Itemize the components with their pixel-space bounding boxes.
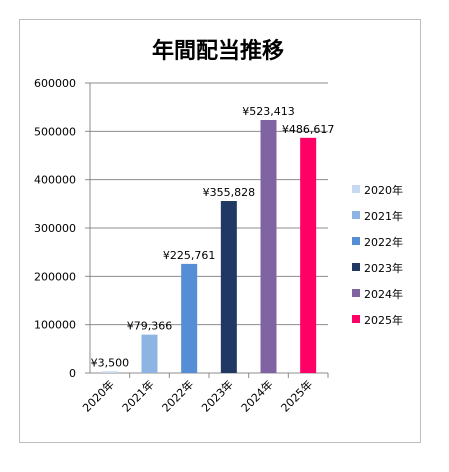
x-tick-label: 2024年 xyxy=(238,377,275,414)
data-label: ¥355,828 xyxy=(203,186,256,199)
y-tick-label: 100000 xyxy=(34,319,76,332)
legend-label: 2024年 xyxy=(364,287,403,301)
y-tick-label: 400000 xyxy=(34,174,76,187)
legend-swatch xyxy=(352,315,360,323)
y-tick-label: 200000 xyxy=(34,270,76,283)
data-label: ¥523,413 xyxy=(242,105,295,118)
legend-label: 2021年 xyxy=(364,209,403,223)
grid-lines xyxy=(90,82,328,326)
data-label: ¥79,366 xyxy=(127,320,173,333)
data-labels: ¥3,500 ¥79,366 ¥225,761 ¥355,828 ¥523,413 ¥48… xyxy=(91,105,335,369)
legend-label: 2023年 xyxy=(364,261,403,275)
x-tick-label: 2020年 xyxy=(79,377,116,414)
legend: 2020年 2021年 2022年 2023年 2024年 2025年 xyxy=(352,183,403,327)
legend-swatch xyxy=(352,211,360,219)
legend-swatch xyxy=(352,237,360,245)
legend-label: 2025年 xyxy=(364,313,403,327)
bars xyxy=(101,120,317,373)
bar-2021年 xyxy=(141,334,158,373)
data-label: ¥225,761 xyxy=(163,249,216,262)
bar-2023年 xyxy=(220,201,237,373)
bar-2025年 xyxy=(300,137,317,373)
legend-label: 2022年 xyxy=(364,235,403,249)
y-tick-label: 500000 xyxy=(34,125,76,138)
x-axis-ticks: 2020年 2021年 2022年 2023年 2024年 2025年 xyxy=(79,377,315,414)
axes xyxy=(85,82,329,378)
x-tick-label: 2025年 xyxy=(278,377,315,414)
chart-frame xyxy=(19,19,421,443)
legend-swatch xyxy=(352,289,360,297)
y-tick-label: 0 xyxy=(69,367,76,380)
legend-swatch xyxy=(352,263,360,271)
legend-label: 2020年 xyxy=(364,183,403,197)
chart-title: 年間配当推移 xyxy=(152,38,284,64)
bar-2024年 xyxy=(260,120,277,373)
x-tick-label: 2022年 xyxy=(159,377,196,414)
legend-swatch xyxy=(352,185,360,193)
y-axis-ticks: 0 100000 200000 300000 400000 500000 600000 xyxy=(34,77,76,380)
y-tick-label: 600000 xyxy=(34,77,76,90)
data-label: ¥3,500 xyxy=(91,356,130,369)
y-tick-label: 300000 xyxy=(34,222,76,235)
bar-2022年 xyxy=(181,263,198,373)
data-label: ¥486,617 xyxy=(282,123,335,136)
bar-2020年 xyxy=(101,371,118,373)
x-tick-label: 2021年 xyxy=(119,377,156,414)
x-tick-label: 2023年 xyxy=(198,377,235,414)
